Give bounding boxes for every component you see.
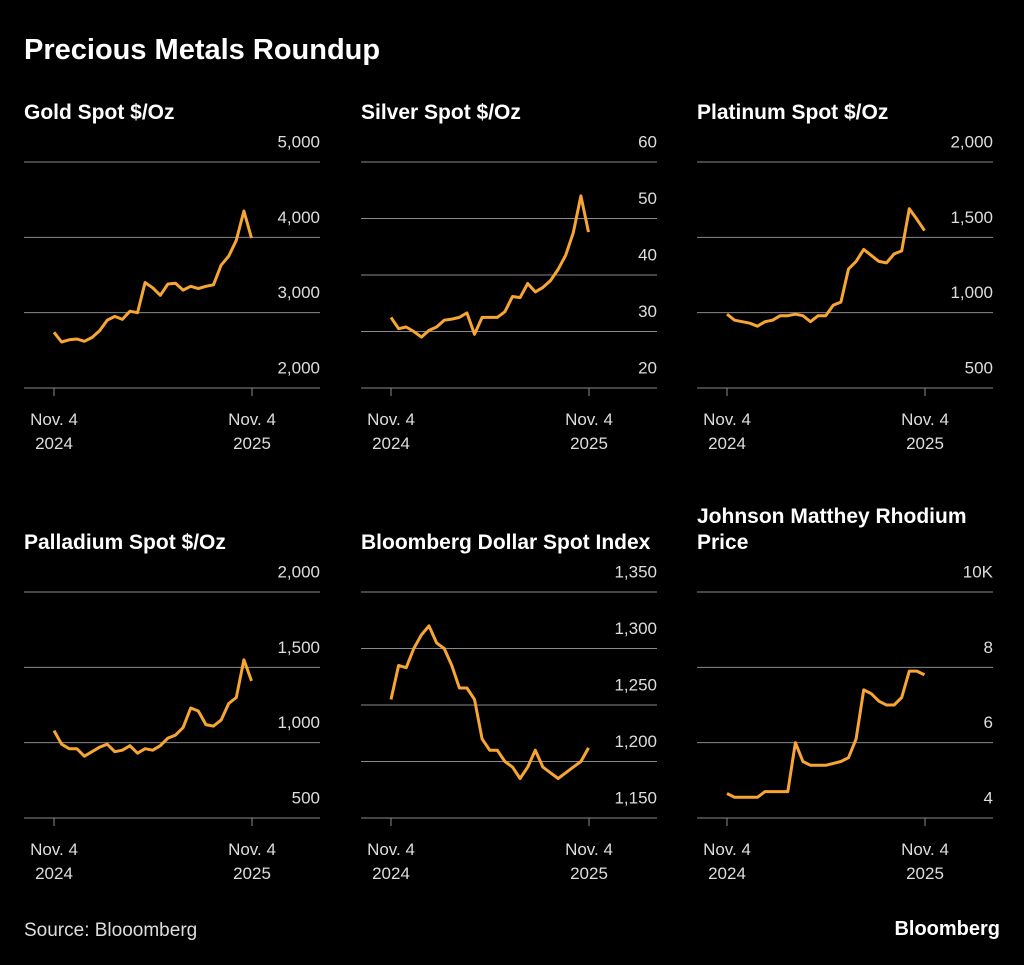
y-tick-label: 8	[984, 638, 993, 657]
y-tick-label: 1,200	[614, 732, 657, 751]
page-title: Precious Metals Roundup	[24, 34, 381, 66]
x-tick-label: Nov. 4 2024	[703, 840, 751, 883]
y-tick-label: 5,000	[277, 132, 320, 151]
y-tick-label: 2,000	[277, 358, 320, 377]
price-line	[52, 209, 253, 344]
y-tick-label: 1,000	[950, 283, 993, 302]
price-line	[389, 194, 590, 339]
x-tick-label: Nov. 4 2024	[367, 840, 415, 883]
chart-title: Silver Spot $/Oz	[361, 101, 521, 124]
price-line	[726, 669, 926, 799]
y-tick-label: 10K	[963, 562, 994, 581]
price-line	[389, 624, 590, 780]
y-tick-label: 1,250	[614, 675, 657, 694]
y-tick-label: 40	[638, 245, 657, 264]
x-tick-label: Nov. 4 2024	[703, 410, 751, 453]
y-tick-label: 4,000	[277, 208, 320, 227]
y-tick-label: 500	[292, 788, 320, 807]
price-line	[726, 207, 926, 328]
x-tick-label: Nov. 4 2025	[901, 840, 949, 883]
y-tick-label: 1,500	[277, 638, 320, 657]
y-tick-label: 1,500	[950, 208, 993, 227]
y-tick-label: 500	[965, 358, 993, 377]
source-note: Source: Blooomberg	[24, 920, 198, 941]
y-tick-label: 2,000	[950, 132, 993, 151]
x-tick-label: Nov. 4 2025	[901, 410, 949, 453]
price-line	[52, 658, 253, 758]
y-tick-label: 4	[984, 788, 993, 807]
y-tick-label: 1,000	[277, 713, 320, 732]
y-tick-label: 30	[638, 302, 657, 321]
brand: Bloomberg	[894, 918, 1000, 940]
y-tick-label: 3,000	[277, 283, 320, 302]
chart-title: Palladium Spot $/Oz	[24, 531, 226, 554]
y-tick-label: 50	[638, 189, 657, 208]
x-tick-label: Nov. 4 2025	[228, 840, 276, 883]
y-tick-label: 1,350	[614, 562, 657, 581]
x-tick-label: Nov. 4 2024	[367, 410, 415, 453]
x-tick-label: Nov. 4 2024	[30, 410, 78, 453]
y-tick-label: 6	[984, 713, 993, 732]
chart-title: Platinum Spot $/Oz	[697, 101, 889, 124]
chart-title: Gold Spot $/Oz	[24, 101, 175, 124]
y-tick-label: 20	[638, 358, 657, 377]
chart-title: Johnson Matthey Rhodium Price	[697, 505, 967, 554]
x-tick-label: Nov. 4 2025	[228, 410, 276, 453]
x-tick-label: Nov. 4 2025	[565, 840, 613, 883]
y-tick-label: 2,000	[277, 562, 320, 581]
x-tick-label: Nov. 4 2024	[30, 840, 78, 883]
x-tick-label: Nov. 4 2025	[565, 410, 613, 453]
y-tick-label: 1,150	[614, 788, 657, 807]
y-tick-label: 60	[638, 132, 657, 151]
y-tick-label: 1,300	[614, 619, 657, 638]
chart-title: Bloomberg Dollar Spot Index	[361, 531, 651, 554]
